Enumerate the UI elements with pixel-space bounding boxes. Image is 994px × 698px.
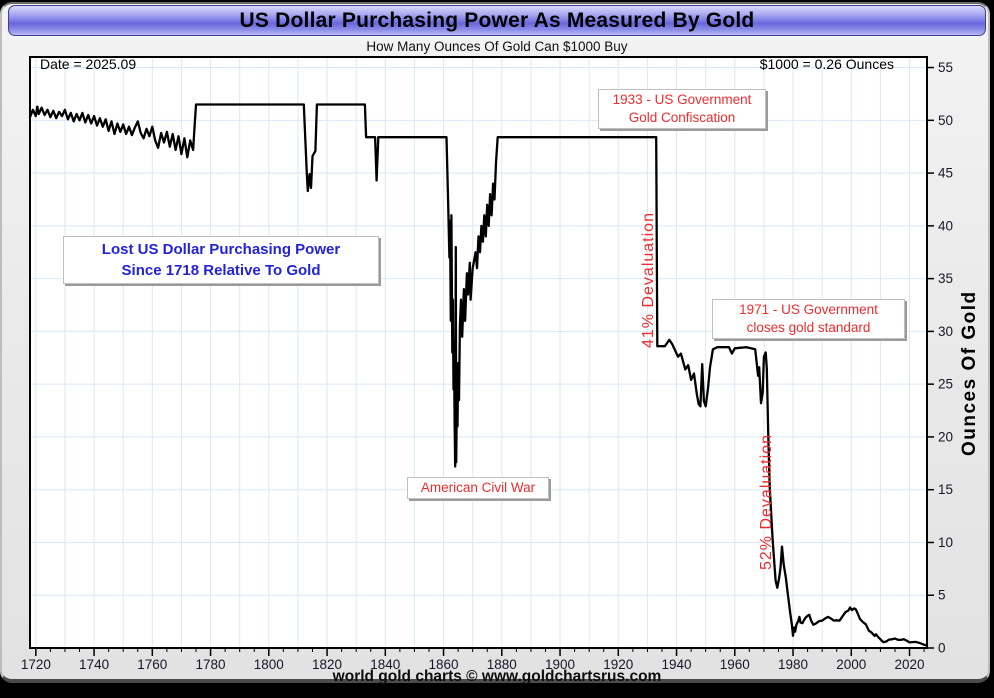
plot-background (30, 57, 927, 648)
y-axis-tick-label: 20 (938, 429, 953, 444)
y-axis-tick-label: 55 (938, 60, 953, 75)
x-axis-tick-label: 2020 (895, 657, 925, 672)
x-axis-tick-label: 1820 (312, 657, 342, 672)
annotation-1933-confiscation: 1933 - US Government Gold Confiscation (598, 89, 766, 129)
y-axis-tick-label: 50 (938, 113, 953, 128)
annotation-1971-gold-standard: 1971 - US Government closes gold standar… (712, 299, 905, 339)
plot-frame (29, 56, 928, 649)
x-axis-tick-label: 2000 (836, 657, 866, 672)
y-axis-tick-label: 45 (938, 166, 953, 181)
annotation-1933-line2: Gold Confiscation (628, 110, 736, 125)
y-axis-title: Ounces Of Gold (959, 290, 980, 456)
x-axis-tick-label: 1860 (429, 657, 459, 672)
annotation-1971-line2: closes gold standard (746, 320, 871, 335)
annotation-41-devaluation: 41% Devaluation (640, 212, 657, 348)
lost-power-line1: Lost US Dollar Purchasing Power (101, 241, 341, 258)
y-axis-tick-label: 15 (938, 482, 953, 497)
x-axis-tick-label: 1720 (21, 657, 51, 672)
annotation-civil-war: American Civil War (407, 477, 549, 499)
chart-subtitle: How Many Ounces Of Gold Can $1000 Buy (366, 39, 628, 54)
y-axis-tick-label: 25 (938, 377, 953, 392)
x-axis-tick-label: 1940 (662, 657, 692, 672)
civil-war-text: American Civil War (420, 480, 536, 495)
date-label: Date = 2025.09 (40, 56, 137, 72)
y-axis-tick-label: 0 (938, 641, 946, 656)
x-axis-tick-label: 1760 (137, 657, 167, 672)
x-axis-tick-label: 1840 (370, 657, 400, 672)
x-axis-tick-label: 1900 (545, 657, 575, 672)
y-axis-tick-label: 40 (938, 218, 953, 233)
title-bar: US Dollar Purchasing Power As Measured B… (8, 5, 986, 36)
y-axis-tick-label: 35 (938, 271, 953, 286)
y-axis-tick-label: 10 (938, 535, 953, 550)
x-axis-tick-label: 1920 (603, 657, 633, 672)
annotation-1971-line1: 1971 - US Government (739, 302, 878, 317)
x-axis-tick-label: 1740 (79, 657, 109, 672)
x-axis-tick-label: 1980 (778, 657, 808, 672)
footer-credit: world gold charts © www.goldchartsrus.co… (332, 668, 662, 685)
y-axis-tick-label: 30 (938, 324, 953, 339)
annotation-lost-purchasing-power: Lost US Dollar Purchasing Power Since 17… (63, 236, 379, 284)
lost-power-line2: Since 1718 Relative To Gold (121, 262, 321, 279)
annotation-52-devaluation: 52% Devaluation (758, 434, 775, 570)
plot-area: 1720 1740 1760 1780 1800 1820 1840 1860 1880 1900… (21, 56, 953, 672)
x-axis-tick-label: 1800 (254, 657, 284, 672)
current-value-label: $1000 = 0.26 Ounces (759, 56, 894, 72)
x-axis-tick-label: 1880 (487, 657, 517, 672)
series-line-gold-purchasing-power (28, 103, 928, 647)
page-title: US Dollar Purchasing Power As Measured B… (239, 8, 755, 32)
y-axis-tick-label: 5 (938, 588, 946, 603)
x-axis-tick-label: 1780 (196, 657, 226, 672)
x-axis-tick-label: 1960 (720, 657, 750, 672)
annotation-1933-line1: 1933 - US Government (612, 92, 752, 107)
